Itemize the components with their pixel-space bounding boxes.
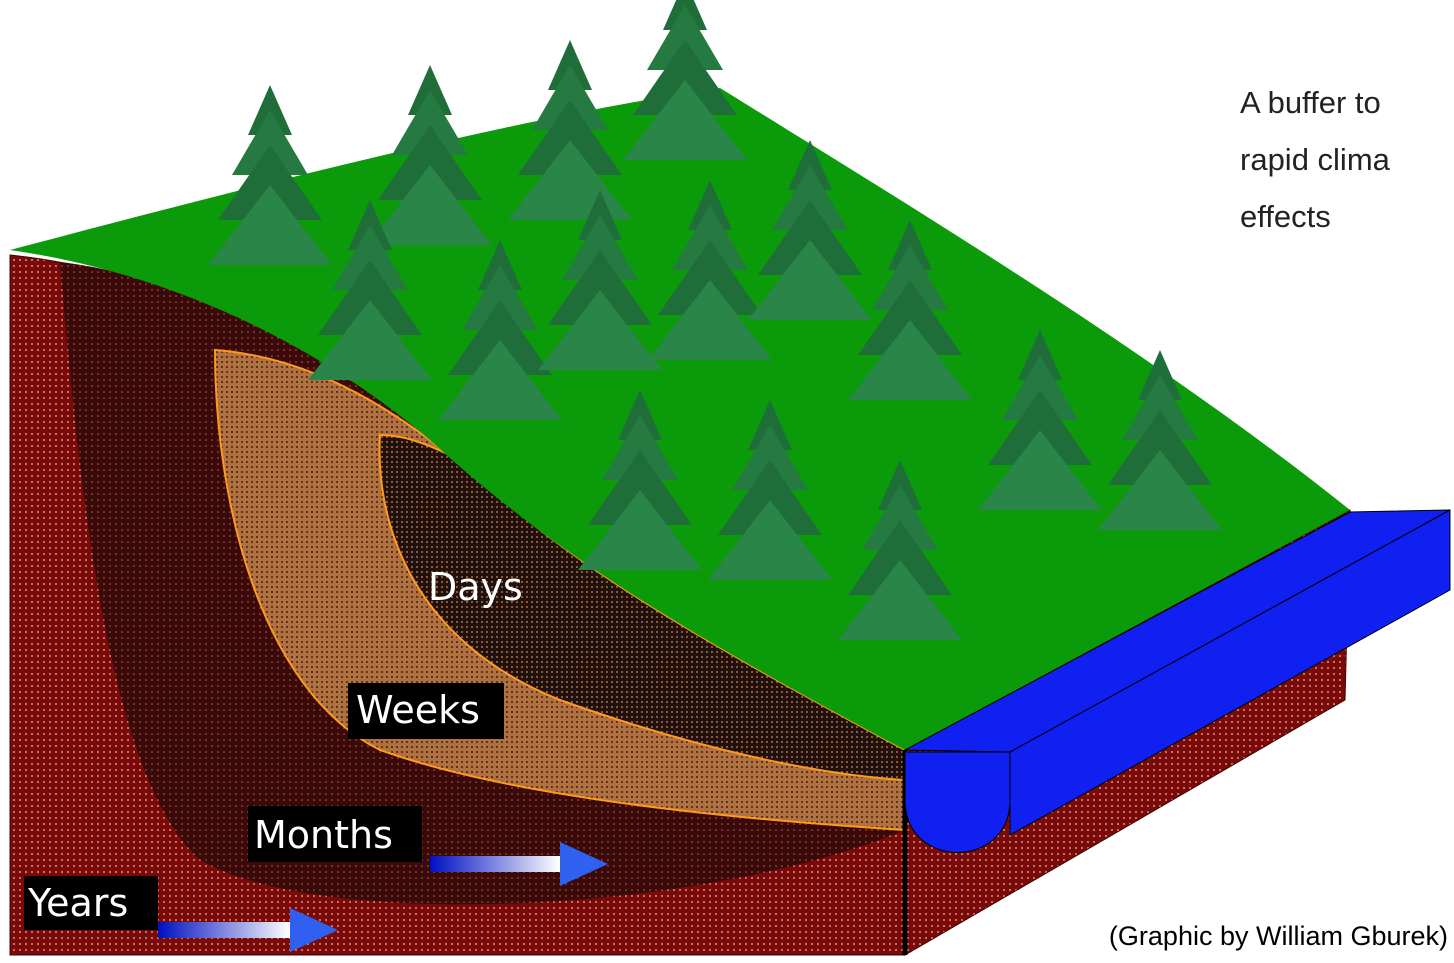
months-label: Months — [254, 813, 393, 857]
flow-arrow — [158, 922, 290, 938]
flow-arrow — [430, 856, 560, 872]
caption-line: rapid clima — [1240, 142, 1391, 177]
label-box — [24, 876, 158, 930]
label-box — [348, 683, 504, 739]
label-box — [248, 806, 422, 862]
days-label: Days — [428, 565, 523, 609]
caption-line: effects — [1240, 199, 1331, 234]
flow-arrow — [290, 908, 338, 952]
weeks-label: Weeks — [356, 688, 480, 732]
caption-line: A buffer to — [1240, 85, 1381, 120]
years-label: Years — [27, 881, 128, 925]
flow-arrow — [560, 842, 608, 886]
credit: (Graphic by William Gburek) — [1109, 921, 1448, 951]
ground-surface — [10, 88, 1350, 750]
stream-front — [904, 751, 1011, 853]
